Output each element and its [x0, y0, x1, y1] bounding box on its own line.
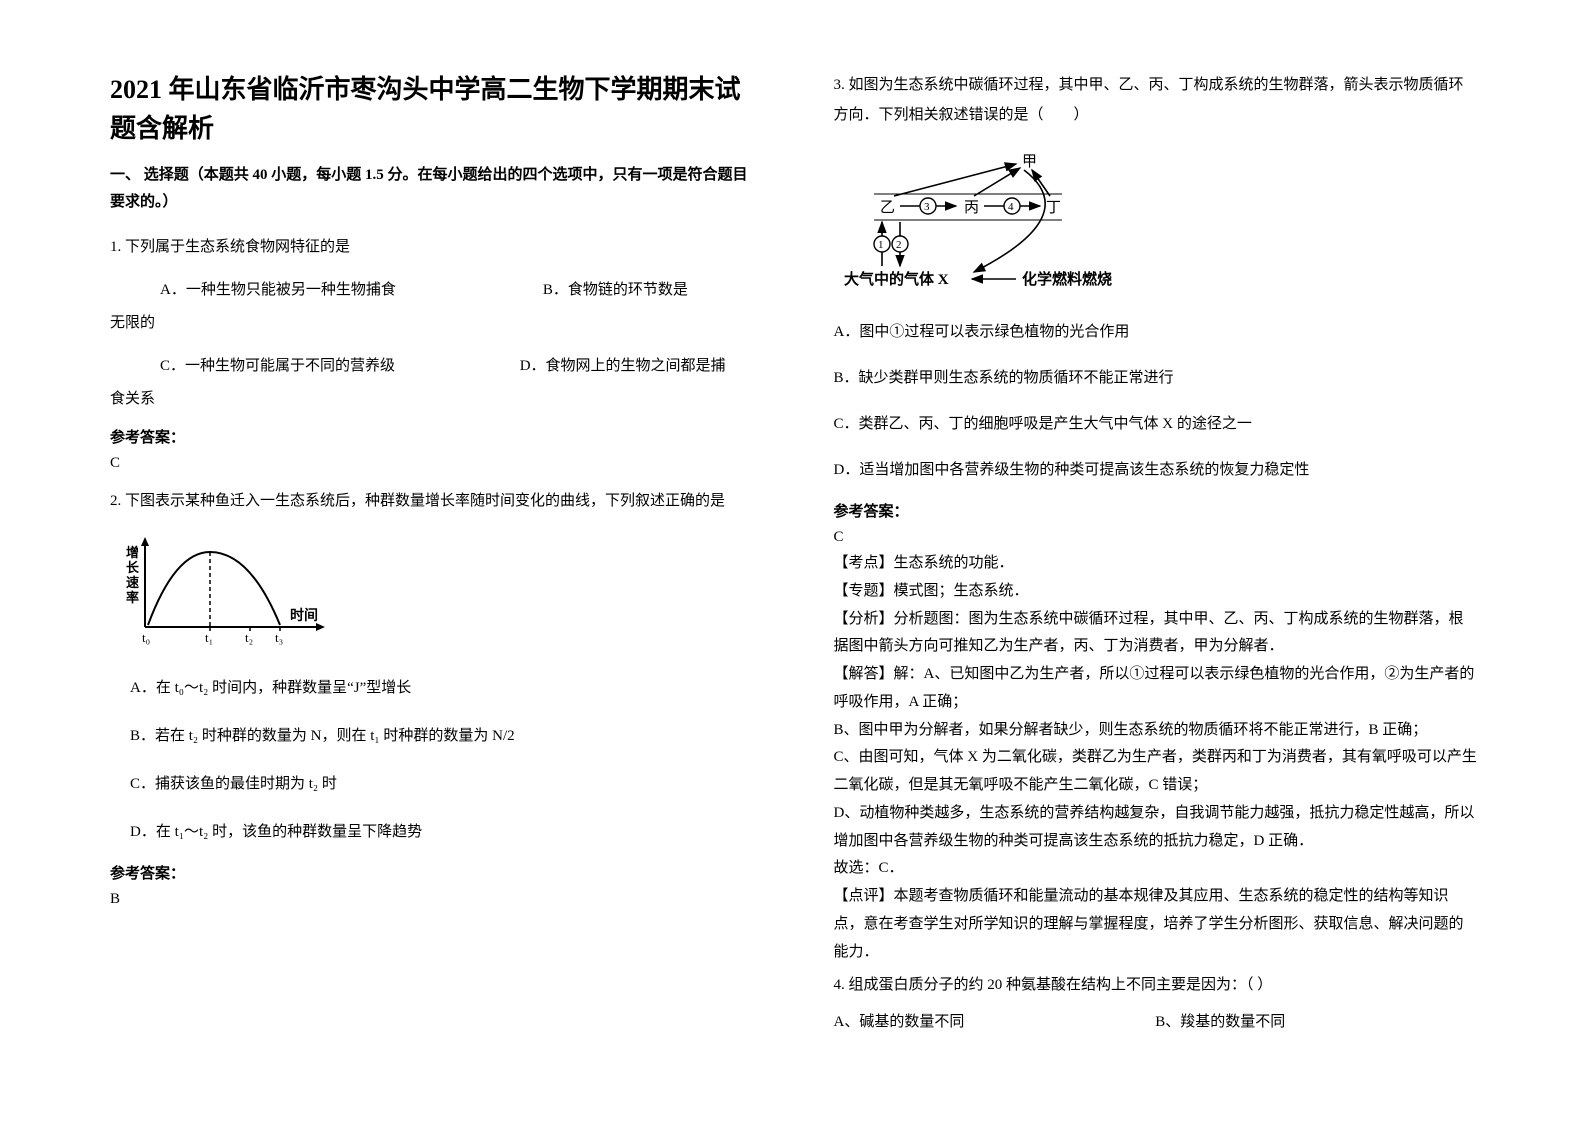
q2-optC: C．捕获该鱼的最佳时期为 t₂ 时: [110, 766, 754, 802]
svg-text:长: 长: [126, 560, 140, 575]
q3-answer: C: [834, 529, 1478, 546]
svg-text:大气中的气体 X: 大气中的气体 X: [844, 270, 949, 288]
q2-answer: B: [110, 891, 754, 908]
svg-text:时间: 时间: [290, 607, 318, 624]
section-1-header: 一、 选择题（本题共 40 小题，每小题 1.5 分。在每小题给出的四个选项中，…: [110, 162, 754, 216]
right-column: 3. 如图为生态系统中碳循环过程，其中甲、乙、丙、丁构成系统的生物群落，箭头表示…: [794, 70, 1498, 1092]
q1-answer-label: 参考答案：: [110, 426, 754, 447]
q1-contD: 食关系: [110, 384, 754, 414]
q1-optC: C．一种生物可能属于不同的营养级: [160, 348, 520, 384]
svg-text:t₀: t₀: [142, 630, 150, 645]
q3-jieda2: B、图中甲为分解者，如果分解者缺少，则生态系统的物质循环将不能正常进行，B 正确…: [834, 717, 1478, 745]
q3-jieda1: 【解答】解：A、已知图中乙为生产者，所以①过程可以表示绿色植物的光合作用，②为生…: [834, 661, 1478, 717]
svg-text:2: 2: [896, 239, 902, 251]
svg-text:t₁: t₁: [205, 630, 213, 645]
svg-text:t₃: t₃: [275, 630, 283, 645]
svg-text:化学燃料燃烧: 化学燃料燃烧: [1022, 270, 1112, 288]
q2-optB: B．若在 t₂ 时种群的数量为 N，则在 t₁ 时种群的数量为 N/2: [110, 718, 754, 754]
svg-text:速: 速: [126, 575, 139, 590]
q3-optD: D．适当增加图中各营养级生物的种类可提高该生态系统的恢复力稳定性: [834, 452, 1478, 488]
svg-text:甲: 甲: [1022, 154, 1037, 170]
svg-text:丙: 丙: [964, 200, 979, 216]
q1-optD: D．食物网上的生物之间都是捕: [520, 348, 754, 384]
q3-optC: C．类群乙、丙、丁的细胞呼吸是产生大气中气体 X 的途径之一: [834, 406, 1478, 442]
q2-figure: 增 长 速 率 t₀ t₁ t₂ t₃ 时间: [120, 532, 754, 652]
q2-optD: D．在 t₁～t₂ 时，该鱼的种群数量呈下降趋势: [110, 814, 754, 850]
q2-answer-label: 参考答案：: [110, 862, 754, 883]
q2-stem: 2. 下图表示某种鱼迁入一生态系统后，种群数量增长率随时间变化的曲线，下列叙述正…: [110, 486, 754, 516]
q3-kaodian: 【考点】生态系统的功能．: [834, 550, 1478, 578]
exam-title: 2021 年山东省临沂市枣沟头中学高二生物下学期期末试题含解析: [110, 70, 754, 148]
q1-contB: 无限的: [110, 308, 754, 338]
q3-jieda4: D、动植物种类越多，生态系统的营养结构越复杂，自我调节能力越强，抵抗力稳定性越高…: [834, 800, 1478, 856]
q3-figure: 甲 乙 丙 丁 大气中的气体 X 化学燃料燃烧 3 4: [844, 146, 1478, 296]
q3-stem: 3. 如图为生态系统中碳循环过程，其中甲、乙、丙、丁构成系统的生物群落，箭头表示…: [834, 70, 1478, 130]
svg-text:1: 1: [878, 239, 884, 251]
q1-stem: 1. 下列属于生态系统食物网特征的是: [110, 232, 754, 262]
q1-optA: A．一种生物只能被另一种生物捕食: [160, 272, 543, 308]
q1-optB: B．食物链的环节数是: [543, 272, 754, 308]
q1-row1: A．一种生物只能被另一种生物捕食 B．食物链的环节数是: [110, 272, 754, 308]
q3-optB: B．缺少类群甲则生态系统的物质循环不能正常进行: [834, 360, 1478, 396]
q3-optA: A．图中①过程可以表示绿色植物的光合作用: [834, 314, 1478, 350]
q4-optA: A、碱基的数量不同: [834, 1010, 1156, 1031]
q3-dianping: 【点评】本题考查物质循环和能量流动的基本规律及其应用、生态系统的稳定性的结构等知…: [834, 883, 1478, 966]
q1-answer: C: [110, 455, 754, 472]
svg-text:3: 3: [924, 201, 930, 213]
svg-text:乙: 乙: [880, 200, 895, 216]
q4-options-row: A、碱基的数量不同 B、羧基的数量不同: [834, 1010, 1478, 1031]
q3-jieda3: C、由图可知，气体 X 为二氧化碳，类群乙为生产者，类群丙和丁为消费者，其有氧呼…: [834, 744, 1478, 800]
svg-text:率: 率: [126, 590, 139, 605]
q3-fenxi: 【分析】分析题图：图为生态系统中碳循环过程，其中甲、乙、丙、丁构成系统的生物群落…: [834, 606, 1478, 662]
q2-optA: A．在 t₀～t₂ 时间内，种群数量呈“J”型增长: [110, 670, 754, 706]
q4-stem: 4. 组成蛋白质分子的约 20 种氨基酸在结构上不同主要是因为：（ ）: [834, 970, 1478, 1000]
q3-zhuanti: 【专题】模式图；生态系统．: [834, 578, 1478, 606]
svg-text:4: 4: [1008, 201, 1014, 213]
q4-optB: B、羧基的数量不同: [1155, 1010, 1477, 1031]
q3-answer-label: 参考答案：: [834, 500, 1478, 521]
svg-text:丁: 丁: [1046, 200, 1061, 216]
svg-text:增: 增: [126, 545, 139, 560]
svg-text:t₂: t₂: [245, 630, 253, 645]
left-column: 2021 年山东省临沂市枣沟头中学高二生物下学期期末试题含解析 一、 选择题（本…: [90, 70, 794, 1092]
q3-guxuan: 故选：C．: [834, 855, 1478, 883]
q1-row2: C．一种生物可能属于不同的营养级 D．食物网上的生物之间都是捕: [110, 348, 754, 384]
